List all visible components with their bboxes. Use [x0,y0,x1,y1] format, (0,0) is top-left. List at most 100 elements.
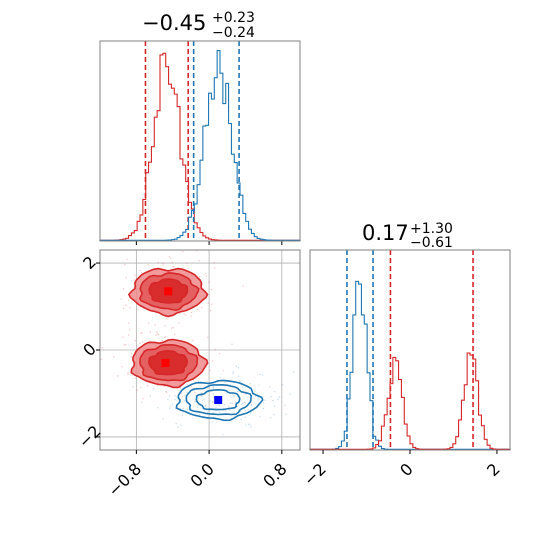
contour-series-1-blob-0-sample [167,398,169,401]
contour-series-0-blob-0-sample [126,258,128,261]
histogram-1-title-lower-error: −0.24 [212,25,255,41]
contour-series-0-blob-0-sample [147,264,150,266]
contour-series-0-blob-0-sample [209,309,212,312]
contour-series-1-blob-0-sample [238,380,241,382]
contour-series-1-blob-0-sample [212,387,215,389]
histogram-2-title-value: 0.17 [362,221,409,245]
contour-series-0-blob-1-sample [186,383,188,386]
contour-series-1-blob-0-sample [212,393,215,395]
contour-series-0-blob-0-sample [201,284,204,286]
histogram-2-x-tick-label-0: −2 [300,459,330,489]
contour-series-1-blob-0-sample [187,409,189,411]
contour-series-1-blob-0-sample [201,407,203,410]
contour-series-0-blob-1-sample [179,387,182,389]
contour-series-1-blob-0-sample [222,434,224,436]
contour-series-0-blob-1-sample [163,385,166,388]
contour-series-1-blob-0-sample [192,380,195,382]
contour-series-1-blob-0-sample [249,424,251,426]
contour-series-0-blob-0-sample [197,309,199,311]
contour-series-0-blob-1-sample [214,348,216,351]
contour-series-1-blob-0-sample [247,423,250,425]
contour-series-1-blob-0-sample [174,395,176,397]
contour-series-1-blob-0-sample [273,390,276,393]
contour-series-1-blob-0-sample [215,407,217,409]
contour-series-0-blob-0-sample [208,281,210,283]
contour-series-0-blob-1-sample [142,398,144,400]
contour-series-1-blob-0-sample [170,405,172,407]
contour-series-1-blob-0-sample [254,403,256,405]
contour-series-1-blob-0-level-1 [185,383,253,416]
contour-series-1-blob-0-sample [211,421,214,423]
contour-series-1-blob-0-sample [270,395,272,398]
contour-series-1-blob-0-sample [279,396,281,398]
contour-series-1-blob-0-sample [157,407,159,409]
contour-series-1-blob-0-sample [174,398,176,401]
contour-series-0-blob-0-sample [120,298,122,300]
contour-series-1-blob-0-sample [250,404,253,406]
contour-series-0-blob-0-sample [182,250,184,253]
contour-series-0-blob-1-sample [141,332,143,334]
contour-series-0-blob-1-sample [231,343,233,345]
contour-series-0-blob-1-sample [117,375,119,377]
contour-series-1-blob-0-sample [232,371,234,373]
contour-series-0-blob-0-sample [157,261,159,264]
contour-series-1-blob-0-sample [203,398,205,400]
histogram-2-frame [309,249,511,451]
contour-series-1-blob-0-sample [237,367,240,369]
contour-series-1-blob-0-sample [292,371,295,373]
contour-series-1-blob-0-sample [257,397,259,399]
contour-series-1-blob-0-sample [240,411,242,413]
contour-series-0-blob-0-sample [127,299,130,302]
contour-series-1-blob-0-sample [270,417,272,419]
contour-series-0-blob-1-sample [130,353,133,355]
contour-series-1-blob-0-sample [289,393,291,395]
contour-series-1-blob-0-sample [196,406,199,409]
contour-series-0-blob-1-sample [139,342,141,344]
contour-series-1-blob-0-sample [262,408,264,410]
contour-series-0-blob-0-sample [141,271,143,274]
contour-series-1-blob-0-sample [175,423,177,425]
contour-series-0-blob-0-sample [171,327,173,329]
contour-series-0-blob-0-sample [213,262,215,264]
contour-series-1-blob-0-sample [177,426,179,428]
contour-series-1-blob-0-sample [204,405,206,407]
contour-series-1-blob-0-sample [257,399,259,401]
contour-series-1-blob-0-sample [181,414,184,417]
contour-series-1-blob-0-sample [218,411,221,413]
contour-series-0-blob-1-sample [164,325,166,327]
contour-series-1-blob-0-sample [284,404,286,407]
contour-series-1-blob-0-sample [224,409,227,412]
histogram-2-series-0-step [309,280,511,450]
histogram-2-x-tick-label-2: 2 [483,459,504,480]
contour-series-0-marker-1 [161,359,170,368]
contour-series-1-blob-0-sample [250,426,252,428]
contour-series-0-blob-1-sample [127,371,129,374]
contour-series-0-blob-1-sample [207,336,209,339]
contour-series-0-blob-0-sample [137,308,139,310]
contour-series-0-blob-1-sample [164,335,167,338]
contour-series-1-blob-0-sample [228,405,230,408]
contour-series-1-blob-0-sample [198,380,200,383]
histogram-1-series-0-step [99,52,301,241]
contour-series-0-blob-1-sample [163,336,166,339]
contour-series-0-blob-0-sample [171,261,173,263]
contour-series-0-blob-1-sample [123,344,126,346]
contour-series-1-blob-0-sample [217,404,219,406]
contour-series-0-blob-0-sample [165,317,168,319]
contour-series-0-blob-0-sample [198,260,200,262]
contour-series-0-blob-1-sample [222,370,224,372]
contour-series-1-blob-0-sample [259,416,261,418]
contour-series-0-blob-0-sample [134,274,136,276]
contour-series-1-blob-0-sample [272,399,274,402]
contour-series-1-blob-0-sample [229,402,232,404]
contour-series-1-blob-0-sample [169,407,171,409]
contour-series-1-blob-0-sample [162,418,164,420]
contour-series-1-blob-0-sample [219,377,221,379]
contour-series-0-blob-1-sample [194,392,196,394]
contour-series-1-blob-0-sample [200,395,202,397]
contour-series-0-blob-0-sample [147,322,150,324]
contour-series-1-blob-0-level-0 [175,379,264,422]
contour-series-0-blob-1-sample [136,389,138,391]
contour-series-0-blob-1-sample [121,366,123,368]
